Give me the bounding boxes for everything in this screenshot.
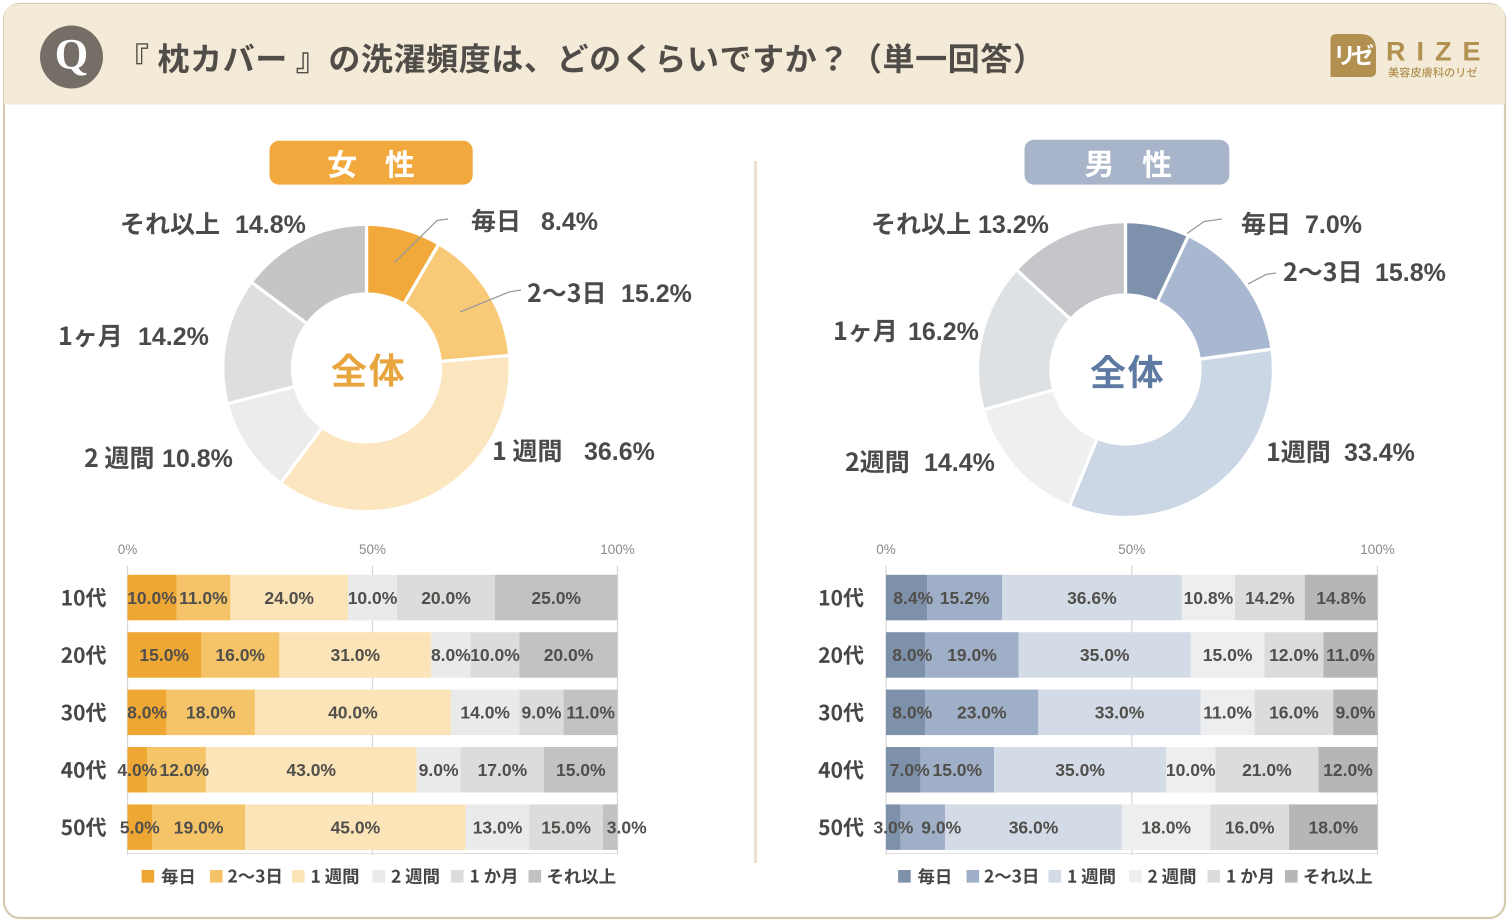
- svg-text:36.0%: 36.0%: [1009, 817, 1059, 837]
- svg-text:15.0%: 15.0%: [139, 645, 189, 665]
- svg-text:20.0%: 20.0%: [421, 588, 471, 608]
- svg-text:12.0%: 12.0%: [1323, 760, 1373, 780]
- svg-text:11.0%: 11.0%: [179, 588, 228, 608]
- svg-text:12.0%: 12.0%: [159, 760, 209, 780]
- svg-text:11.0%: 11.0%: [1203, 703, 1252, 723]
- svg-text:9.0%: 9.0%: [419, 760, 459, 780]
- svg-text:14.2%: 14.2%: [138, 323, 209, 351]
- svg-text:20.0%: 20.0%: [544, 645, 594, 665]
- svg-text:13.0%: 13.0%: [473, 817, 523, 837]
- svg-text:8.0%: 8.0%: [431, 645, 471, 665]
- svg-text:100%: 100%: [1360, 542, 1395, 557]
- svg-text:7.0%: 7.0%: [1305, 211, 1362, 239]
- svg-text:45.0%: 45.0%: [331, 817, 381, 837]
- svg-text:15.0%: 15.0%: [1203, 645, 1253, 665]
- svg-text:19.0%: 19.0%: [947, 645, 997, 665]
- svg-text:16.2%: 16.2%: [908, 318, 979, 346]
- svg-text:31.0%: 31.0%: [330, 645, 380, 665]
- svg-text:RIZE: RIZE: [1386, 37, 1492, 67]
- svg-text:8.0%: 8.0%: [892, 645, 932, 665]
- svg-text:4.0%: 4.0%: [117, 760, 157, 780]
- svg-text:21.0%: 21.0%: [1242, 760, 1292, 780]
- svg-text:3.0%: 3.0%: [873, 817, 913, 837]
- svg-text:Q: Q: [55, 32, 88, 79]
- svg-text:24.0%: 24.0%: [264, 588, 314, 608]
- svg-text:33.4%: 33.4%: [1344, 439, 1415, 467]
- svg-text:19.0%: 19.0%: [174, 817, 224, 837]
- svg-text:8.0%: 8.0%: [892, 703, 932, 723]
- svg-text:15.0%: 15.0%: [541, 817, 591, 837]
- svg-text:5.0%: 5.0%: [120, 817, 160, 837]
- svg-text:16.0%: 16.0%: [1225, 817, 1275, 837]
- svg-text:8.0%: 8.0%: [127, 703, 167, 723]
- svg-text:11.0%: 11.0%: [1326, 645, 1375, 665]
- svg-text:18.0%: 18.0%: [186, 703, 236, 723]
- svg-text:13.2%: 13.2%: [978, 211, 1049, 239]
- svg-text:14.8%: 14.8%: [235, 211, 306, 239]
- svg-text:15.2%: 15.2%: [621, 280, 692, 308]
- svg-text:0%: 0%: [118, 542, 138, 557]
- svg-text:10.0%: 10.0%: [1166, 760, 1216, 780]
- svg-text:7.0%: 7.0%: [890, 760, 930, 780]
- svg-text:25.0%: 25.0%: [531, 588, 581, 608]
- svg-text:40.0%: 40.0%: [328, 703, 378, 723]
- svg-text:50%: 50%: [1118, 542, 1145, 557]
- svg-text:35.0%: 35.0%: [1080, 645, 1130, 665]
- svg-text:15.2%: 15.2%: [940, 588, 990, 608]
- svg-text:14.4%: 14.4%: [924, 449, 995, 477]
- svg-text:3.0%: 3.0%: [607, 817, 647, 837]
- svg-text:50%: 50%: [359, 542, 386, 557]
- svg-text:17.0%: 17.0%: [478, 760, 528, 780]
- svg-text:0%: 0%: [876, 542, 896, 557]
- svg-text:15.0%: 15.0%: [932, 760, 982, 780]
- svg-text:15.0%: 15.0%: [556, 760, 606, 780]
- svg-text:18.0%: 18.0%: [1308, 817, 1358, 837]
- svg-text:15.8%: 15.8%: [1375, 259, 1446, 287]
- svg-text:14.0%: 14.0%: [460, 703, 510, 723]
- svg-text:9.0%: 9.0%: [921, 817, 961, 837]
- svg-text:10.0%: 10.0%: [470, 645, 520, 665]
- svg-text:10.0%: 10.0%: [348, 588, 398, 608]
- svg-text:10.8%: 10.8%: [1184, 588, 1234, 608]
- svg-text:18.0%: 18.0%: [1141, 817, 1191, 837]
- svg-text:33.0%: 33.0%: [1095, 703, 1145, 723]
- svg-text:11.0%: 11.0%: [566, 703, 615, 723]
- svg-text:23.0%: 23.0%: [957, 703, 1007, 723]
- svg-text:9.0%: 9.0%: [1335, 703, 1375, 723]
- svg-text:43.0%: 43.0%: [286, 760, 336, 780]
- svg-text:12.0%: 12.0%: [1269, 645, 1319, 665]
- svg-text:100%: 100%: [600, 542, 635, 557]
- svg-text:10.0%: 10.0%: [127, 588, 177, 608]
- svg-text:16.0%: 16.0%: [1269, 703, 1319, 723]
- svg-text:36.6%: 36.6%: [584, 438, 655, 466]
- svg-text:10.8%: 10.8%: [162, 445, 233, 473]
- svg-text:35.0%: 35.0%: [1055, 760, 1105, 780]
- svg-text:36.6%: 36.6%: [1067, 588, 1117, 608]
- svg-text:8.4%: 8.4%: [893, 588, 933, 608]
- svg-text:16.0%: 16.0%: [215, 645, 265, 665]
- svg-text:14.2%: 14.2%: [1245, 588, 1295, 608]
- svg-text:9.0%: 9.0%: [522, 703, 562, 723]
- svg-text:14.8%: 14.8%: [1316, 588, 1366, 608]
- svg-text:8.4%: 8.4%: [541, 208, 598, 236]
